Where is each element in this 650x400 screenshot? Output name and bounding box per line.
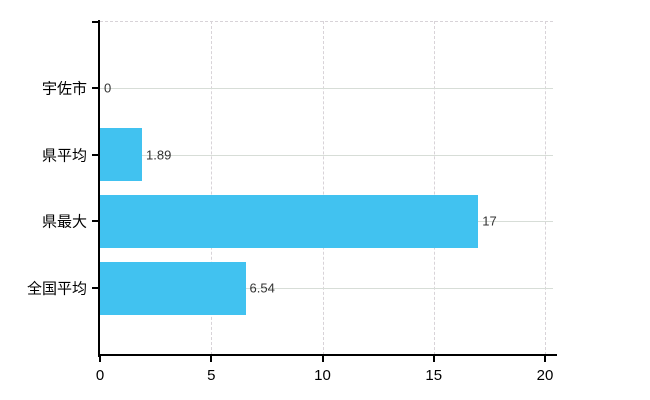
- x-axis-tick-label: 0: [95, 367, 105, 384]
- x-axis-tick: [99, 356, 101, 362]
- x-axis-tick: [544, 356, 546, 362]
- category-gridline: [100, 87, 553, 89]
- x-axis-tick-label: 20: [536, 367, 554, 384]
- category-gridline: [100, 154, 553, 156]
- bar: [100, 194, 479, 248]
- x-axis-line: [98, 354, 557, 356]
- category-label: 県最大: [41, 213, 87, 231]
- bar-value-label: 1.89: [146, 147, 172, 163]
- bar-value-label: 6.54: [249, 280, 275, 296]
- vertical-gridline: [211, 21, 213, 355]
- y-axis-tick: [92, 287, 100, 290]
- x-axis-tick-label: 5: [207, 367, 216, 384]
- category-label: 全国平均: [26, 280, 87, 298]
- y-axis-tick: [92, 220, 100, 223]
- vertical-gridline: [433, 21, 435, 355]
- x-axis-tick-label: 10: [314, 367, 331, 384]
- category-label: 県平均: [41, 147, 87, 165]
- x-axis-tick: [432, 356, 435, 362]
- category-gridline: [100, 288, 553, 290]
- plot-top-gridline: [100, 21, 553, 22]
- vertical-gridline: [322, 21, 324, 355]
- x-axis-tick: [210, 356, 213, 362]
- category-label: 宇佐市: [41, 80, 87, 98]
- y-axis-line: [98, 20, 100, 357]
- y-axis-tick: [92, 153, 100, 156]
- x-axis-tick-label: 15: [425, 367, 443, 384]
- y-axis-tick: [92, 86, 100, 89]
- vertical-gridline: [545, 21, 546, 355]
- bar-value-label: 0: [104, 80, 112, 96]
- bar-value-label: 17: [482, 213, 497, 229]
- y-axis-top-tick: [92, 21, 100, 23]
- bar: [100, 128, 143, 182]
- x-axis-tick: [321, 356, 324, 362]
- bar: [100, 261, 246, 315]
